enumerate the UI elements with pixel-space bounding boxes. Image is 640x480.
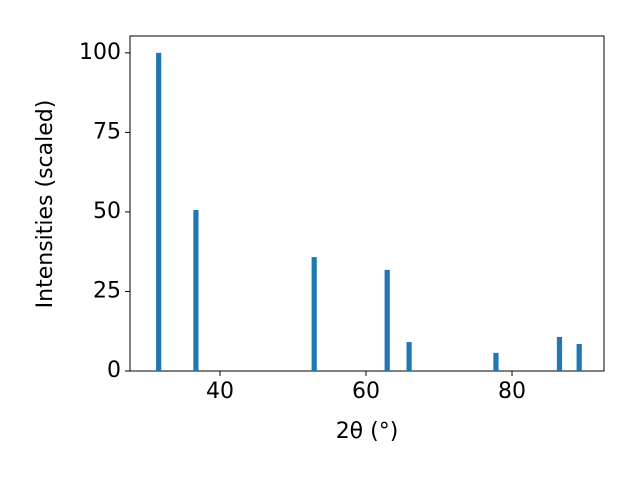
- bar: [311, 257, 317, 371]
- bar: [193, 210, 199, 371]
- bar: [493, 352, 499, 371]
- x-tick-label: 60: [352, 379, 380, 404]
- y-axis-label: Intensities (scaled): [33, 100, 58, 309]
- y-tick-label: 50: [93, 199, 121, 224]
- bar: [384, 269, 390, 371]
- y-tick-label: 100: [79, 40, 121, 65]
- x-tick-label: 80: [498, 379, 526, 404]
- bar: [576, 343, 582, 371]
- bar: [156, 52, 162, 371]
- plot-frame: [129, 35, 605, 372]
- bar: [406, 342, 412, 371]
- y-tick-label: 25: [93, 278, 121, 303]
- bar: [556, 336, 563, 371]
- y-tick-label: 75: [93, 119, 121, 144]
- y-tick-label: 0: [107, 358, 121, 383]
- x-axis-label: 2θ (°): [336, 419, 399, 444]
- x-tick-label: 40: [206, 379, 234, 404]
